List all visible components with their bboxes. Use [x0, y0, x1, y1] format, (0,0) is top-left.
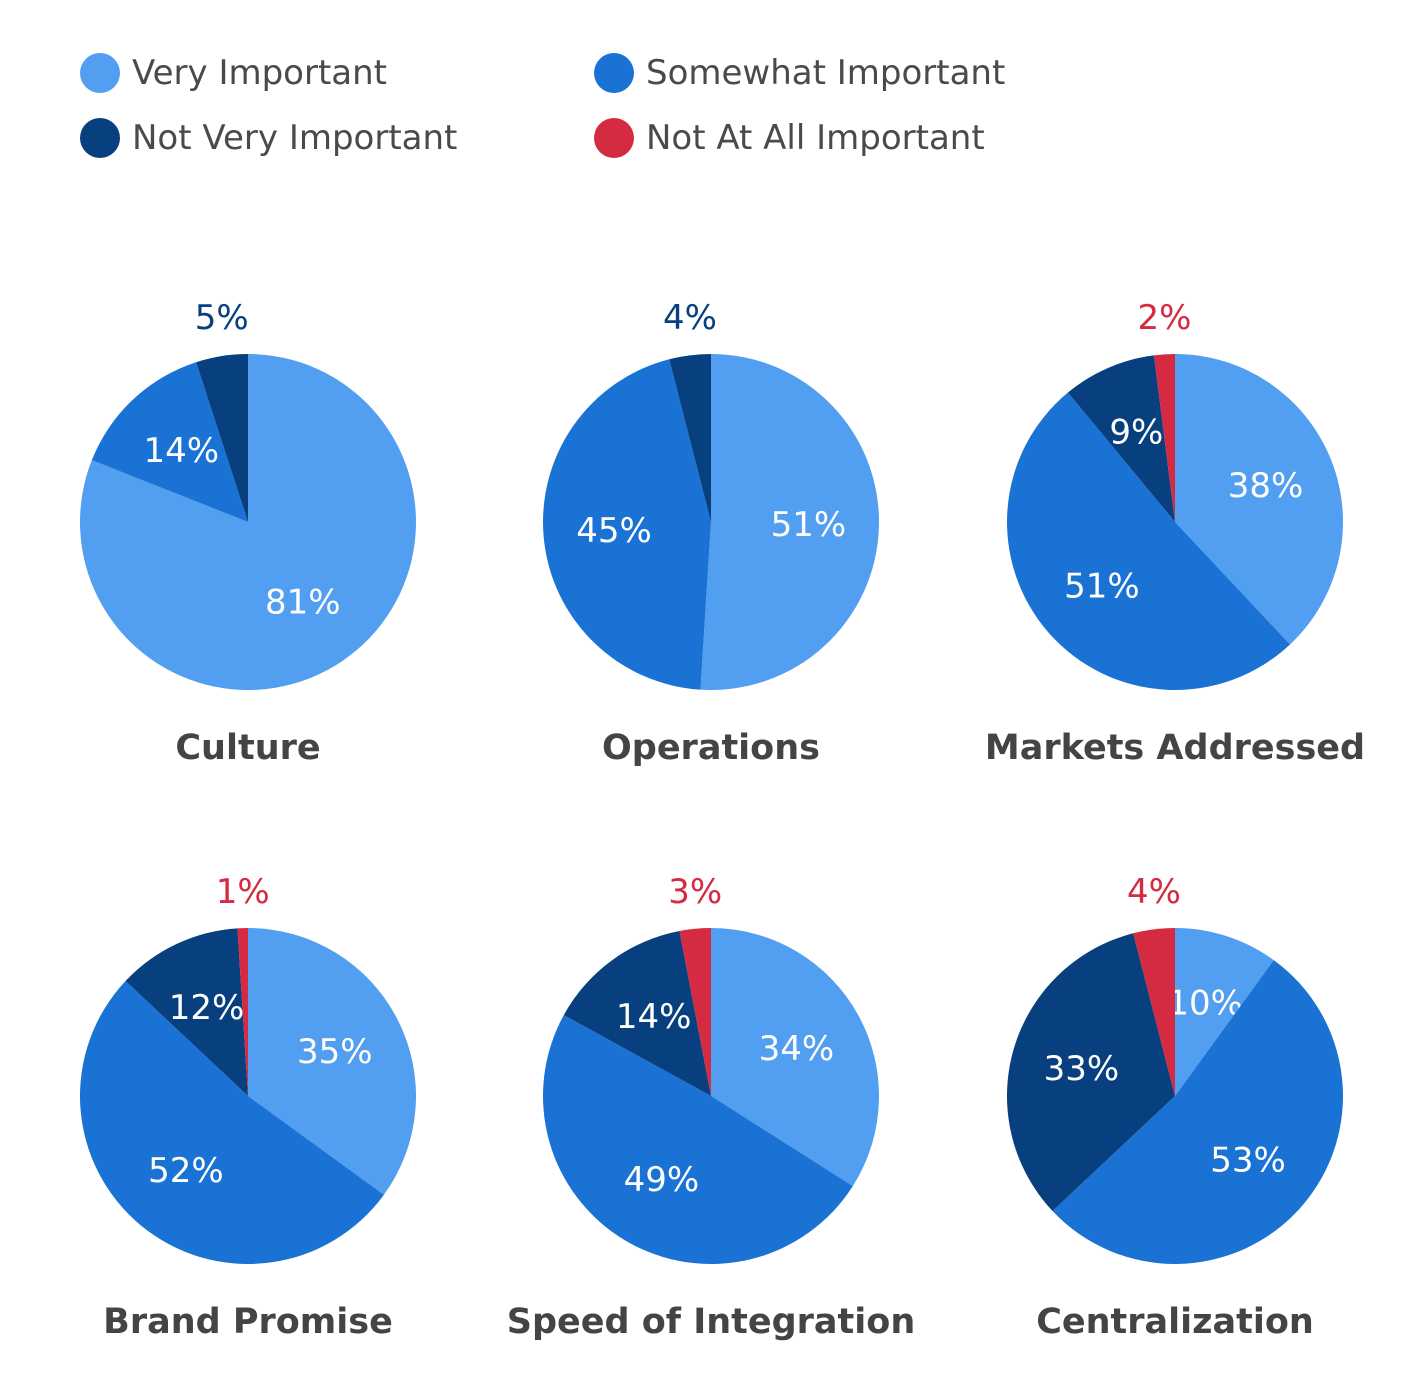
pie-slice: [196, 354, 248, 522]
legend-swatch: [594, 118, 634, 158]
pie-slice: [1006, 392, 1291, 690]
legend-swatch: [80, 118, 120, 158]
slice-data-label: 12%: [169, 988, 245, 1028]
legend-label: Not At All Important: [646, 118, 985, 158]
pie-title: Markets Addressed: [985, 728, 1365, 768]
pie-slice: [1153, 354, 1175, 522]
slice-data-label: 4%: [663, 298, 717, 338]
legend-label: Not Very Important: [132, 118, 458, 158]
slice-data-label: 51%: [1064, 566, 1140, 606]
pie-title: Operations: [602, 728, 820, 768]
legend-item-somewhat-important: Somewhat Important: [594, 53, 1005, 93]
pie-title: Brand Promise: [103, 1302, 393, 1342]
slice-data-label: 35%: [297, 1032, 373, 1072]
pie-slice: [563, 930, 711, 1096]
pie-slice: [1133, 928, 1175, 1096]
pie-title: Speed of Integration: [507, 1302, 915, 1342]
slice-data-label: 14%: [144, 431, 220, 471]
legend-label: Very Important: [132, 53, 387, 93]
pie-title: Culture: [175, 728, 320, 768]
pie-slice: [700, 354, 879, 690]
pie-slice: [711, 928, 880, 1187]
pie-slice: [125, 928, 248, 1096]
pie-title: Centralization: [1036, 1302, 1314, 1342]
legend-item-not-at-all-important: Not At All Important: [594, 118, 985, 158]
pie-slice: [542, 1015, 853, 1265]
slice-data-label: 81%: [265, 583, 341, 623]
pie-slice: [79, 354, 417, 691]
slice-data-label: 3%: [668, 872, 722, 912]
legend-label: Somewhat Important: [646, 53, 1006, 93]
pie-slice: [248, 928, 417, 1195]
legend-swatch: [80, 53, 120, 93]
slice-data-label: 45%: [576, 511, 652, 551]
pie-slice: [1007, 933, 1175, 1212]
pie-slice: [1052, 960, 1344, 1265]
slice-data-label: 53%: [1210, 1140, 1286, 1180]
slice-data-label: 34%: [759, 1029, 835, 1069]
legend-item-not-very-important: Not Very Important: [80, 118, 457, 158]
slice-data-label: 2%: [1137, 298, 1191, 338]
slice-data-label: 9%: [1109, 413, 1163, 453]
pie-slice: [1175, 928, 1274, 1096]
slice-data-label: 1%: [216, 872, 270, 912]
slice-data-label: 38%: [1228, 466, 1304, 506]
slice-data-label: 10%: [1167, 983, 1243, 1023]
slice-data-label: 14%: [616, 997, 692, 1037]
pie-slice: [669, 354, 711, 522]
pie-slice: [1175, 354, 1343, 645]
pie-slice: [679, 928, 711, 1096]
pie-slice: [1067, 355, 1175, 522]
slice-data-label: 33%: [1044, 1049, 1120, 1089]
slice-data-label: 51%: [771, 505, 847, 545]
slice-data-label: 5%: [195, 298, 249, 338]
pie-slice: [237, 928, 248, 1096]
legend-swatch: [594, 53, 634, 93]
slice-data-label: 52%: [148, 1151, 224, 1191]
legend-item-very-important: Very Important: [80, 53, 387, 93]
pie-slice: [80, 980, 384, 1264]
slice-data-label: 4%: [1127, 872, 1181, 912]
pie-slice: [91, 362, 249, 522]
pie-slice: [542, 359, 711, 690]
slice-data-label: 49%: [624, 1160, 700, 1200]
